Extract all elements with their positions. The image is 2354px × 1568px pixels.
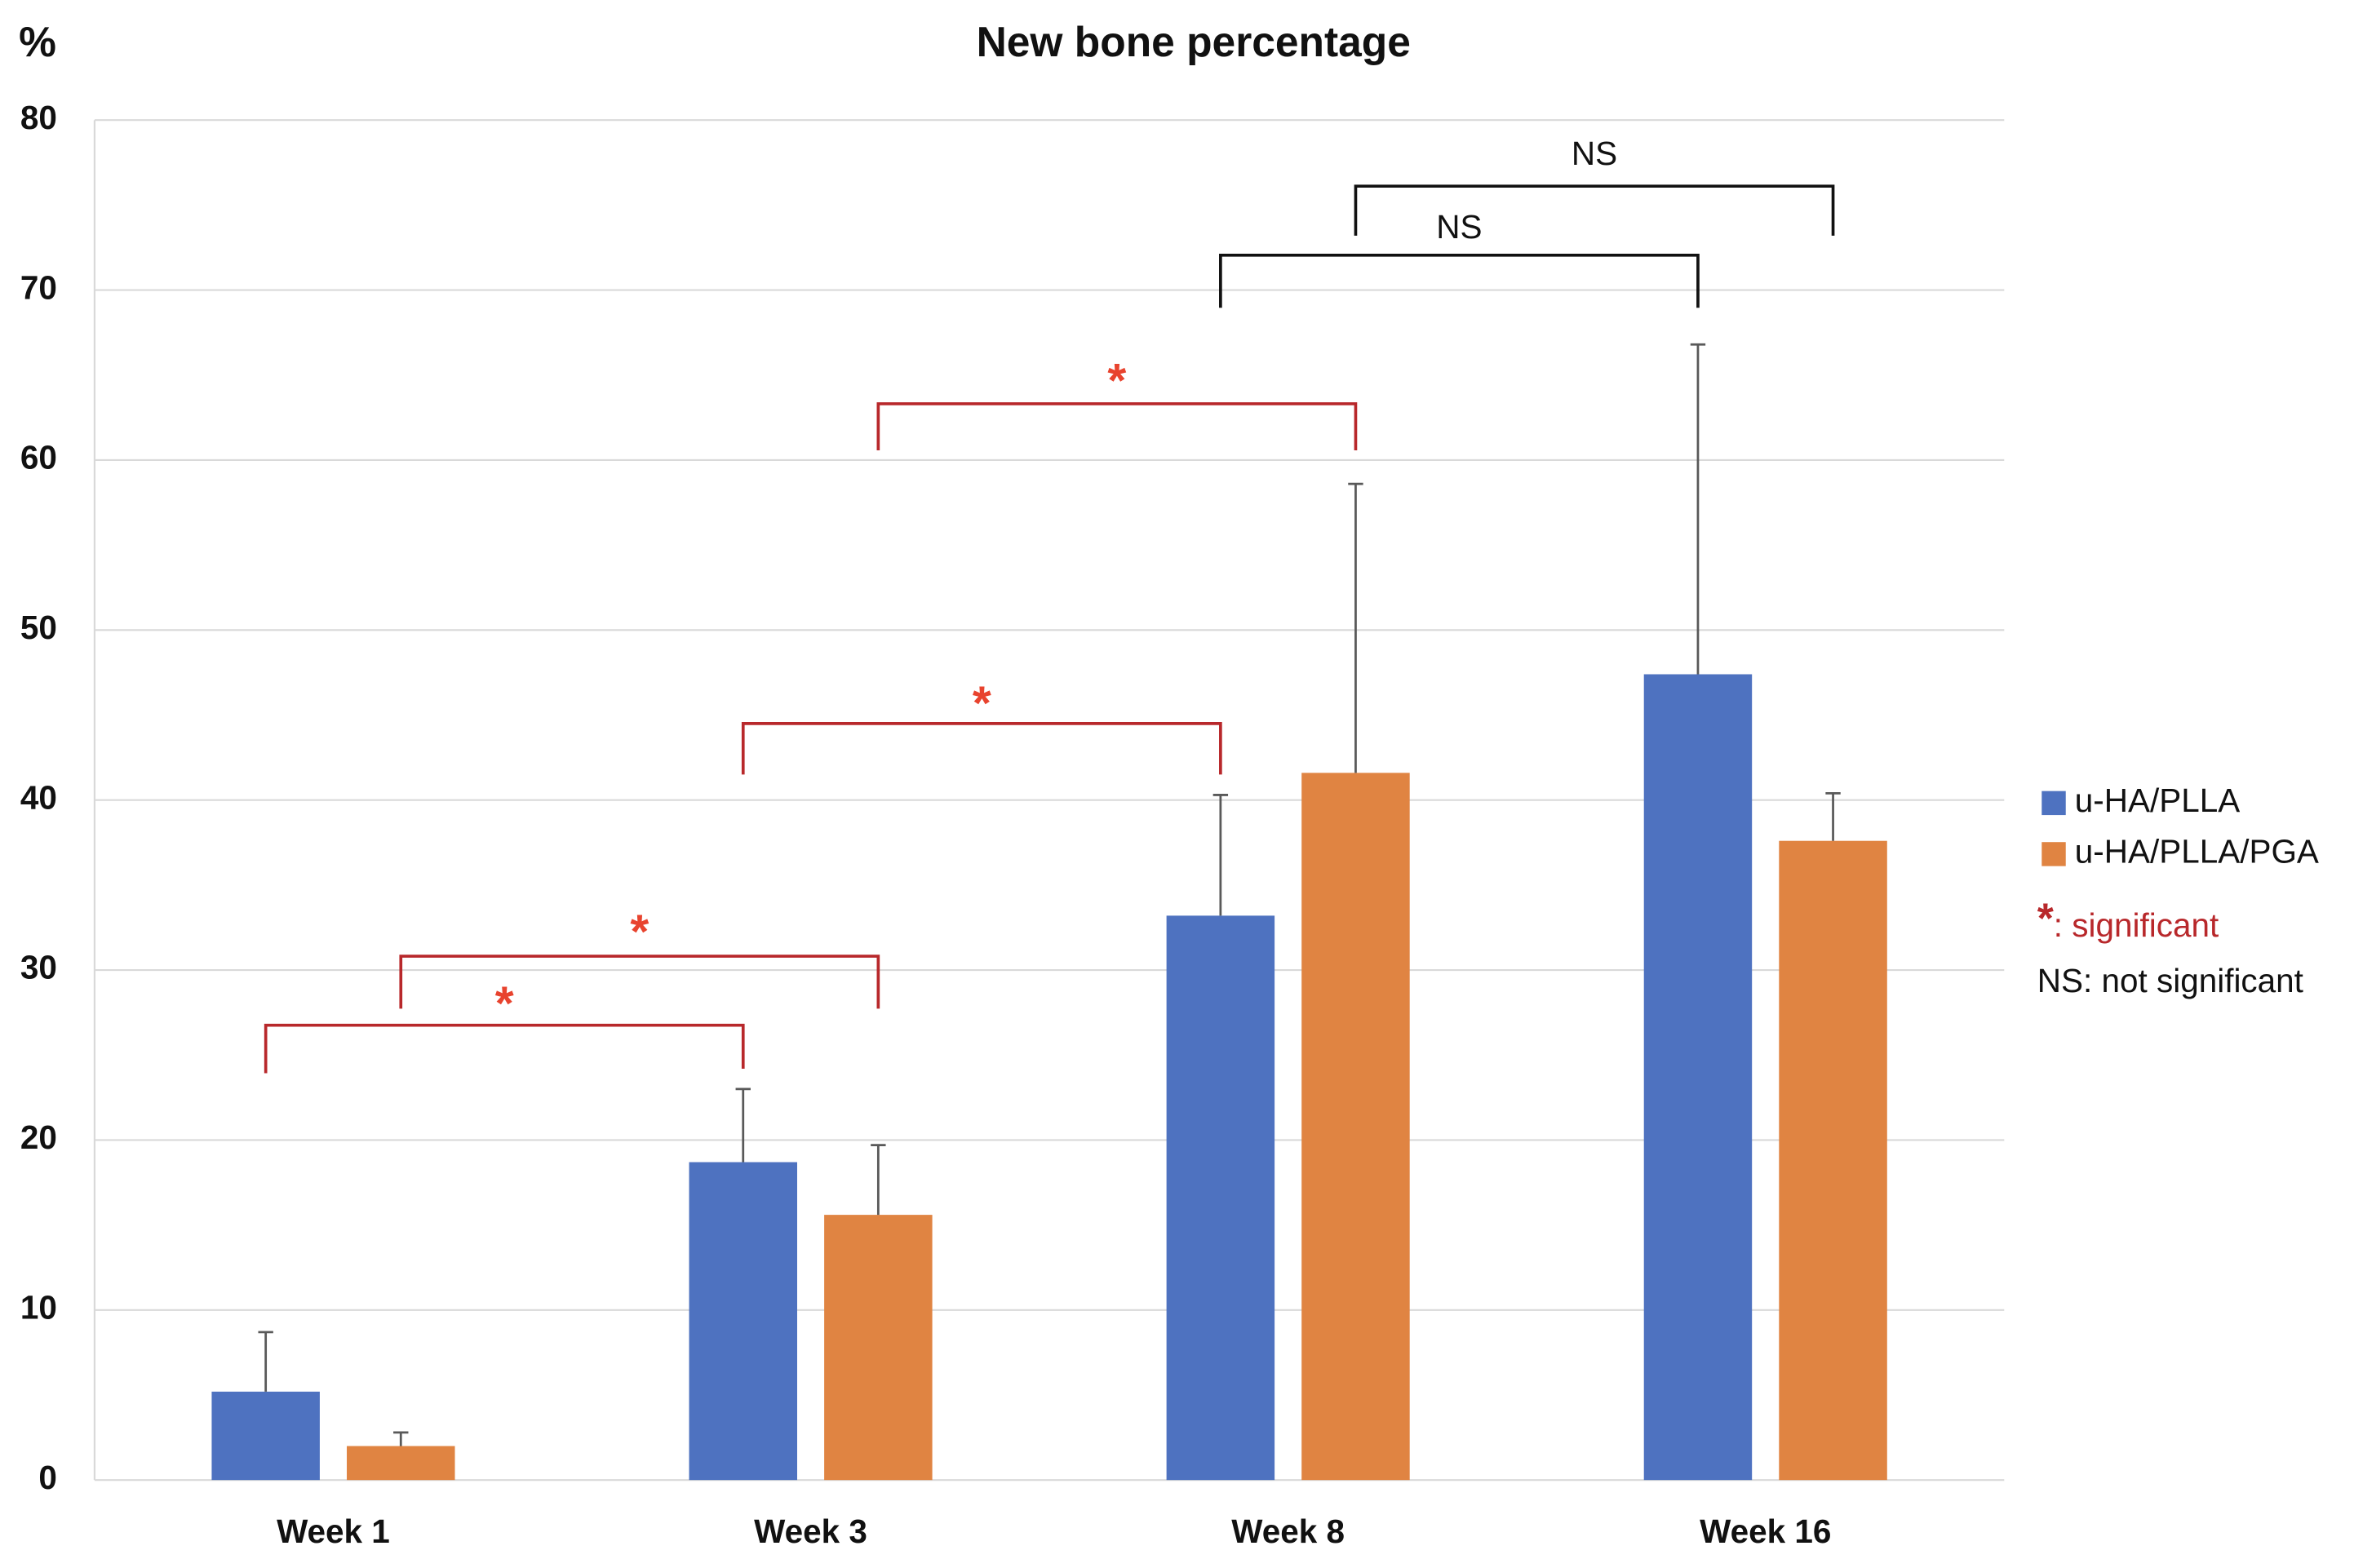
significance-bracket — [741, 722, 1222, 775]
bar — [1643, 674, 1753, 1481]
error-bar — [1690, 343, 1706, 675]
note: NS: not significant — [2037, 962, 2303, 999]
significance-label: * — [495, 977, 514, 1030]
significance-label: * — [630, 906, 649, 959]
y-tick-label: 10 — [20, 1288, 57, 1326]
bar — [347, 1446, 455, 1481]
x-tick-label: Week 3 — [754, 1513, 867, 1550]
legend-label: u-HA/PLLA — [2075, 782, 2240, 819]
y-tick-label: 80 — [20, 99, 57, 136]
y-tick-label: 20 — [20, 1118, 57, 1156]
x-tick-label: Week 8 — [1231, 1513, 1345, 1550]
significance-bracket — [876, 402, 1358, 450]
error-bar — [871, 1144, 886, 1216]
x-tick-label: Week 1 — [277, 1513, 390, 1550]
error-bar — [1825, 791, 1841, 841]
bar — [211, 1391, 320, 1481]
error-bar — [735, 1087, 751, 1163]
note: *: significant — [2037, 894, 2219, 943]
y-tick-label: 30 — [20, 949, 57, 986]
bar — [689, 1162, 797, 1481]
note-symbol: * — [2037, 894, 2054, 941]
significance-label: NS — [1572, 135, 1617, 172]
bar — [1779, 840, 1887, 1481]
note-text: : significant — [2054, 906, 2219, 944]
y-tick-label: 0 — [38, 1459, 57, 1496]
significance-bracket — [1354, 184, 1835, 236]
significance-label: * — [973, 677, 991, 730]
significance-bracket — [399, 955, 880, 1009]
y-axis-label: % — [19, 18, 56, 65]
significance-label: NS — [1436, 208, 1482, 246]
significance-bracket — [264, 1023, 745, 1074]
bar — [1166, 915, 1275, 1481]
legend-label: u-HA/PLLA/PGA — [2075, 833, 2319, 870]
error-bar — [1348, 482, 1363, 773]
y-tick-label: 40 — [20, 778, 57, 816]
bar — [1301, 773, 1410, 1481]
significance-bracket — [1219, 253, 1700, 308]
x-tick-label: Week 16 — [1700, 1513, 1831, 1550]
legend-swatch — [2041, 791, 2066, 816]
legend-swatch — [2041, 842, 2066, 866]
error-bar — [393, 1431, 409, 1446]
y-tick-label: 50 — [20, 609, 57, 646]
bar — [824, 1215, 933, 1481]
error-bar — [258, 1331, 273, 1392]
y-tick-label: 60 — [20, 439, 57, 476]
error-bar — [1212, 794, 1229, 916]
significance-label: * — [1107, 355, 1126, 408]
chart-title: New bone percentage — [977, 18, 1411, 65]
y-tick-label: 70 — [20, 268, 57, 306]
